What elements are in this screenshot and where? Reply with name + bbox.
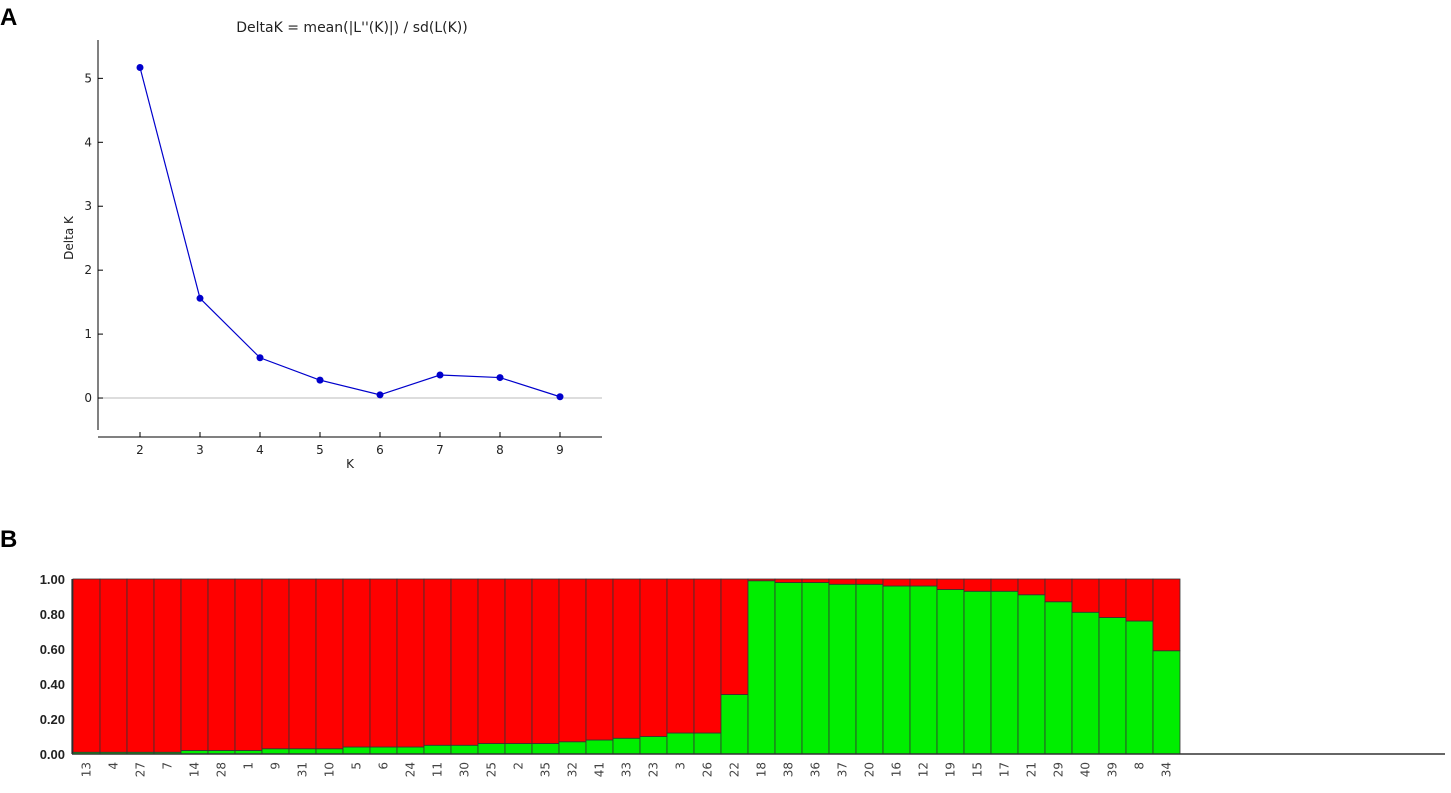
y-tick-label: 0 xyxy=(84,391,92,405)
y-axis-label: Delta K xyxy=(62,215,76,260)
x-tick-label: 2 xyxy=(136,443,144,457)
data-point xyxy=(316,376,324,384)
data-point xyxy=(256,354,264,362)
x-tick-label: 6 xyxy=(376,443,384,457)
y-tick-label: 2 xyxy=(84,263,92,277)
data-point xyxy=(496,374,504,382)
data-point xyxy=(196,294,204,302)
delta-k-series-line xyxy=(139,67,561,398)
panel-b-label: B xyxy=(0,526,18,553)
chart-title: DeltaK = mean(|L''(K)|) / sd(L(K)) xyxy=(236,20,467,36)
x-tick-label: 4 xyxy=(256,443,264,457)
data-point xyxy=(556,393,564,401)
y-tick-label: 4 xyxy=(84,135,92,149)
data-point xyxy=(436,371,444,379)
x-tick-label: 7 xyxy=(436,443,444,457)
x-tick-label: 8 xyxy=(496,443,504,457)
data-point xyxy=(376,391,384,399)
x-tick-label: 9 xyxy=(556,443,564,457)
x-tick-label: 3 xyxy=(196,443,204,457)
x-axis-label: K xyxy=(346,457,355,471)
y-tick-label: 5 xyxy=(84,71,92,85)
panel-a-label: A xyxy=(0,4,18,31)
x-tick-label: 5 xyxy=(316,443,324,457)
y-tick-label: 1 xyxy=(84,327,92,341)
data-point xyxy=(136,63,144,71)
y-tick-label: 3 xyxy=(84,199,92,213)
